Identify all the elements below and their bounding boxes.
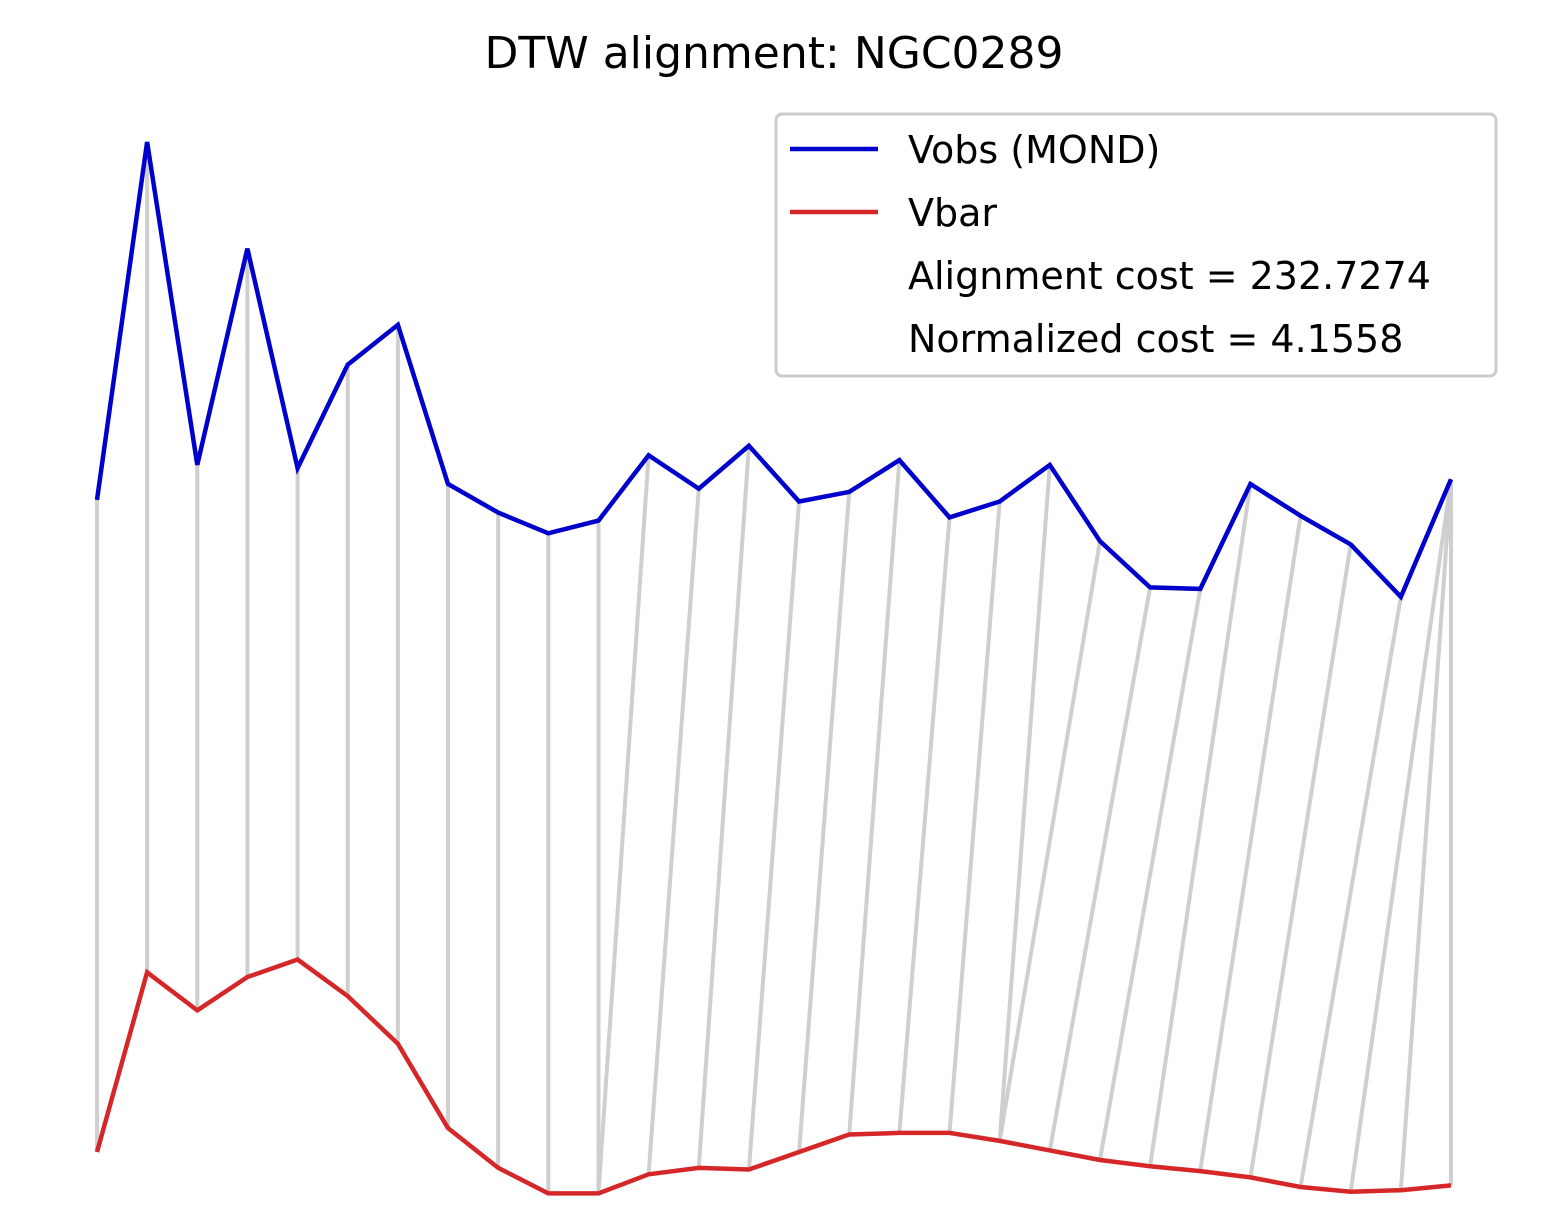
legend-annotation-1: Normalized cost = 4.1558 bbox=[908, 317, 1403, 361]
series-line-vbar bbox=[94, 956, 1452, 1196]
alignment-line-25 bbox=[1248, 544, 1353, 1178]
chart-title: DTW alignment: NGC0289 bbox=[484, 28, 1063, 79]
alignment-line-18 bbox=[947, 501, 1002, 1134]
legend-annotation-0: Alignment cost = 232.7274 bbox=[908, 254, 1431, 298]
alignment-line-21 bbox=[1047, 587, 1153, 1151]
legend-frame bbox=[774, 112, 1498, 378]
alignment-line-28 bbox=[1398, 479, 1453, 1191]
alignment-line-20 bbox=[997, 540, 1102, 1142]
alignment-line-16 bbox=[847, 459, 902, 1135]
alignment-line-11 bbox=[596, 455, 651, 1194]
alignment-line-23 bbox=[1148, 483, 1253, 1167]
alignment-line-27 bbox=[1348, 478, 1453, 1193]
alignment-line-26 bbox=[1298, 596, 1403, 1188]
alignment-line-12 bbox=[646, 488, 701, 1175]
legend-label-1: Vbar bbox=[908, 191, 997, 235]
legend-label-0: Vobs (MOND) bbox=[908, 128, 1160, 172]
alignment-line-19 bbox=[997, 464, 1052, 1142]
alignment-line-22 bbox=[1097, 588, 1203, 1161]
legend: Vobs (MOND) Vbar Alignment cost = 232.7274… bbox=[774, 112, 1498, 378]
series-layer bbox=[94, 141, 1454, 1196]
alignment-line-17 bbox=[897, 517, 952, 1134]
alignment-line-14 bbox=[746, 501, 802, 1170]
series-line-vobs bbox=[94, 141, 1454, 601]
alignment-line-13 bbox=[696, 445, 751, 1169]
alignment-line-24 bbox=[1198, 515, 1303, 1172]
alignment-connectors bbox=[95, 142, 1453, 1194]
alignment-line-15 bbox=[797, 491, 852, 1153]
